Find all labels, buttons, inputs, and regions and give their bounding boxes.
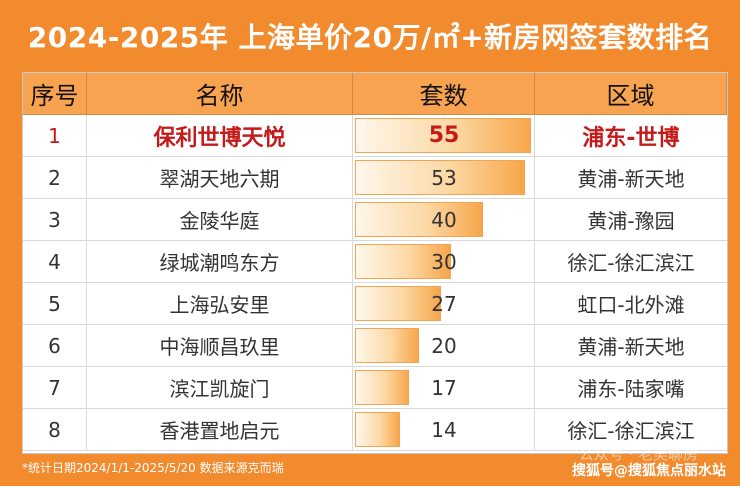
- table-row: 4 绿城潮鸣东方 30 徐汇-徐汇滨江: [23, 241, 727, 283]
- row-area: 黄浦-新天地: [577, 167, 685, 191]
- row-name: 翠湖天地六期: [87, 157, 353, 198]
- count-bar: [355, 370, 409, 405]
- row-count: 27: [431, 291, 457, 316]
- row-area: 浦东-陆家嘴: [577, 377, 685, 401]
- row-count-cell: 40: [353, 199, 535, 240]
- table-row: 7 滨江凯旋门 17 浦东-陆家嘴: [23, 367, 727, 409]
- footnote: *统计日期2024/1/1-2025/5/20 数据来源克而瑞: [22, 461, 284, 475]
- row-area: 虹口-北外滩: [577, 293, 685, 317]
- row-area: 徐汇-徐汇滨江: [567, 251, 695, 275]
- table-row: 6 中海顺昌玖里 20 黄浦-新天地: [23, 325, 727, 367]
- row-count-cell: 14: [353, 409, 535, 450]
- row-index: 6: [23, 325, 87, 366]
- row-index: 1: [23, 115, 87, 156]
- row-name: 金陵华庭: [87, 199, 353, 240]
- row-count: 17: [431, 375, 457, 400]
- row-name: 滨江凯旋门: [87, 367, 353, 408]
- header-area: 区域: [535, 73, 727, 114]
- row-index: 5: [23, 283, 87, 324]
- count-bar: [355, 160, 525, 195]
- row-area: 黄浦-新天地: [577, 335, 685, 359]
- row-count: 40: [431, 207, 457, 232]
- row-index: 4: [23, 241, 87, 282]
- row-index: 7: [23, 367, 87, 408]
- row-count-cell: 55: [353, 115, 535, 156]
- table-header: 序号 名称 套数 区域: [23, 73, 727, 115]
- row-count: 53: [431, 165, 457, 190]
- row-count-cell: 20: [353, 325, 535, 366]
- table-row: 5 上海弘安里 27 虹口-北外滩: [23, 283, 727, 325]
- chart-title: 2024-2025年 上海单价20万/㎡+新房网签套数排名: [27, 21, 713, 54]
- row-index: 8: [23, 409, 87, 450]
- watermark: 公众号 · 老吴聊房: [578, 445, 698, 463]
- table-row: 3 金陵华庭 40 黄浦-豫园: [23, 199, 727, 241]
- count-bar: [355, 244, 451, 279]
- row-count-cell: 27: [353, 283, 535, 324]
- row-area: 徐汇-徐汇滨江: [567, 419, 695, 443]
- row-count: 20: [431, 333, 457, 358]
- count-bar: [355, 202, 483, 237]
- header-name: 名称: [87, 73, 353, 114]
- row-count-cell: 17: [353, 367, 535, 408]
- count-bar: [355, 118, 531, 153]
- row-count-cell: 30: [353, 241, 535, 282]
- row-index: 3: [23, 199, 87, 240]
- table-row: 8 香港置地启元 14 徐汇-徐汇滨江: [23, 409, 727, 451]
- row-name: 绿城潮鸣东方: [87, 241, 353, 282]
- row-name: 中海顺昌玖里: [87, 325, 353, 366]
- header-index: 序号: [23, 73, 87, 114]
- table-row: 2 翠湖天地六期 53 黄浦-新天地: [23, 157, 727, 199]
- row-count: 55: [428, 123, 460, 148]
- count-bar: [355, 328, 419, 363]
- row-area: 黄浦-豫园: [587, 209, 675, 233]
- row-count: 30: [431, 249, 457, 274]
- row-count-cell: 53: [353, 157, 535, 198]
- count-bar: [355, 286, 441, 321]
- header-count: 套数: [353, 73, 535, 114]
- ranking-table: 序号 名称 套数 区域 1 保利世博天悦 55 浦东-世博 2 翠湖天地六期 53 黄浦-新天…: [22, 72, 728, 454]
- table-row: 1 保利世博天悦 55 浦东-世博: [23, 115, 727, 157]
- credit-text: 搜狐号@搜狐焦点丽水站: [572, 463, 726, 479]
- count-bar: [355, 412, 400, 447]
- row-count: 14: [431, 417, 457, 442]
- row-name: 保利世博天悦: [87, 115, 353, 156]
- row-index: 2: [23, 157, 87, 198]
- row-name: 香港置地启元: [87, 409, 353, 450]
- row-area: 浦东-世博: [582, 125, 680, 151]
- row-name: 上海弘安里: [87, 283, 353, 324]
